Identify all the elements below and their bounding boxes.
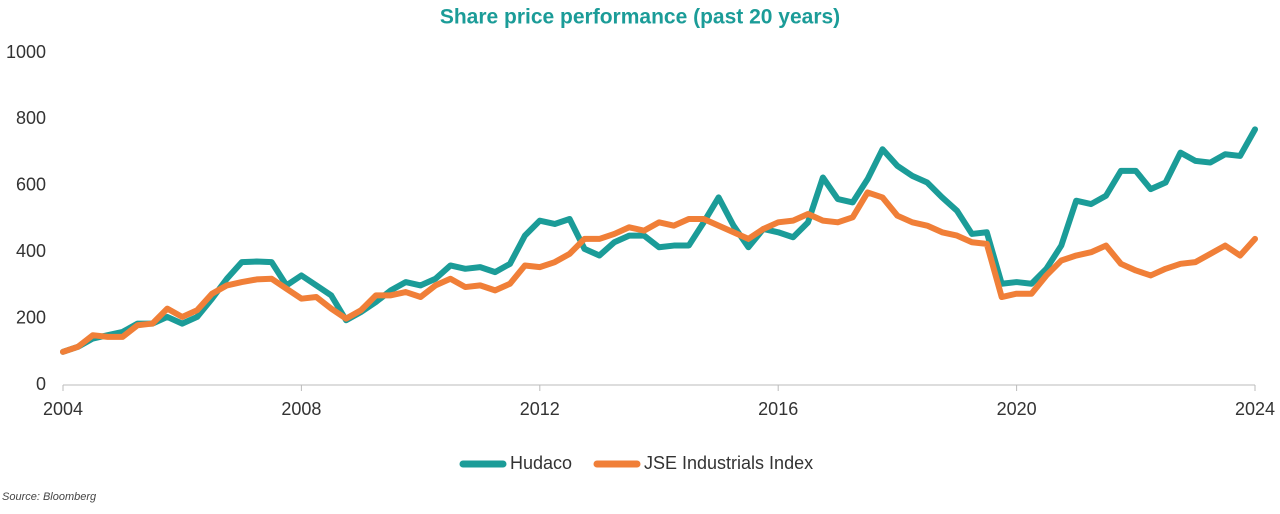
x-tick-label: 2008	[281, 399, 321, 419]
x-tick-label: 2016	[758, 399, 798, 419]
y-tick-label: 600	[16, 175, 46, 195]
data-line	[60, 126, 1258, 355]
y-tick-label: 400	[16, 241, 46, 261]
legend-label: Hudaco	[510, 453, 572, 473]
y-tick-label: 200	[16, 307, 46, 327]
data-line	[60, 189, 1258, 355]
source-note: Source: Bloomberg	[2, 491, 97, 503]
y-tick-label: 0	[36, 374, 46, 394]
y-tick-label: 800	[16, 108, 46, 128]
y-tick-label: 1000	[6, 42, 46, 62]
chart-title: Share price performance (past 20 years)	[440, 6, 840, 29]
x-tick-label: 2024	[1235, 399, 1275, 419]
x-tick-label: 2012	[520, 399, 560, 419]
legend-label: JSE Industrials Index	[644, 453, 813, 473]
x-tick-label: 2020	[997, 399, 1037, 419]
x-tick-label: 2004	[43, 399, 83, 419]
